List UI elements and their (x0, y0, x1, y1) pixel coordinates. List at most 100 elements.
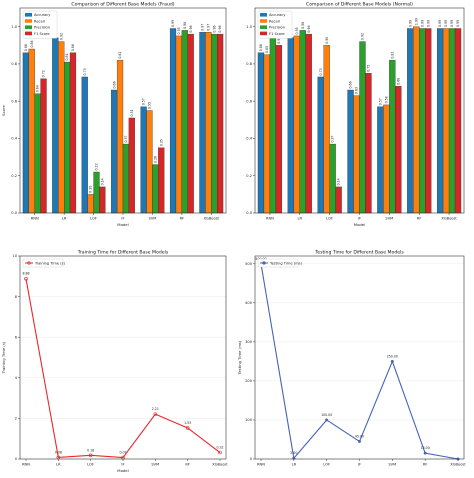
bar-data-label: 0.88 (30, 40, 34, 47)
bar-precision (152, 164, 159, 214)
bar-data-label: 0.95 (295, 27, 299, 34)
bar-data-label: 0.97 (206, 24, 210, 31)
x-tick-label: SVM (385, 217, 393, 221)
y-axis-label: Testing Time (ms) (237, 340, 242, 375)
bar-data-label: 0.99 (420, 20, 424, 27)
bar-data-label: 0.92 (59, 33, 63, 40)
legend-box (22, 258, 64, 268)
bar-data-label: 0.66 (112, 81, 116, 88)
bar-accuracy (169, 28, 177, 214)
bar-data-label: 0.90 (325, 37, 329, 44)
bar-f1-score (217, 33, 224, 214)
bar-data-label: 0.96 (218, 25, 222, 32)
x-tick-label: RF (423, 463, 428, 467)
y-tick-label: 200 (245, 379, 253, 383)
x-tick-label: LOF (87, 463, 94, 467)
bar-data-label: 0.14 (337, 178, 341, 185)
bar-data-label: 0.99 (171, 20, 175, 27)
bar-f1-score (158, 147, 165, 214)
bar-accuracy (407, 28, 414, 214)
legend: Testing Time (ms) (257, 258, 302, 268)
x-tick-label: XGBoost (441, 217, 457, 221)
bar-accuracy (257, 52, 265, 214)
x-tick-label: SVM (151, 463, 159, 467)
legend-marker (27, 261, 31, 265)
bar-data-label: 0.90 (277, 37, 281, 44)
x-tick-label: RNN (266, 217, 274, 221)
x-tick-label: XGBoost (450, 463, 466, 467)
legend-label: Precision (269, 26, 285, 30)
point-data-label: 15.00 (421, 446, 430, 450)
point-data-label: 1.53 (184, 421, 191, 425)
y-tick-label: 0.4 (246, 137, 252, 141)
bar-data-label: 0.99 (426, 20, 430, 27)
bar-f1-score (187, 33, 194, 214)
x-tick-label: RF (185, 463, 190, 467)
bar-f1-score (275, 45, 283, 214)
bar-data-label: 0.99 (450, 20, 454, 27)
y-axis-label: Training Time (s) (1, 341, 6, 374)
bar-data-label: 0.37 (124, 135, 128, 142)
bar-accuracy (81, 76, 88, 214)
bar-data-label: 0.14 (101, 178, 105, 185)
bar-accuracy (377, 106, 384, 214)
y-tick-label: 2 (15, 417, 17, 421)
bar-data-label: 0.57 (379, 98, 383, 105)
x-tick-label: XGBoost (204, 217, 220, 221)
point-data-label: 100.00 (321, 413, 332, 417)
bar-data-label: 0.58 (384, 96, 388, 103)
bar-data-label: 0.22 (95, 163, 99, 170)
point-data-label: 45.00 (355, 434, 364, 438)
point-data-label: 250.00 (387, 354, 398, 358)
point-data-label: 0.08 (55, 450, 62, 454)
y-tick-label: 0.0 (11, 211, 17, 215)
bar-precision (329, 143, 336, 214)
bar-precision (448, 28, 456, 214)
x-tick-label: RNN (257, 463, 265, 467)
legend: Training Time (s) (22, 258, 66, 268)
x-tick-label: RNN (22, 463, 30, 467)
data-point (390, 359, 394, 363)
data-point (423, 451, 427, 455)
bar-f1-score (365, 73, 372, 214)
bar-data-label: 0.75 (367, 65, 371, 72)
bar-data-label: 0.64 (36, 85, 40, 92)
bar-data-label: 0.99 (444, 20, 448, 27)
chart-title: Testing Time for Different Base Models (314, 250, 404, 256)
bar-precision (93, 171, 100, 214)
legend-swatch (25, 25, 32, 29)
x-tick-label: LR (62, 217, 67, 221)
bar-data-label: 0.86 (259, 44, 263, 51)
data-point (185, 426, 190, 430)
bar-accuracy (140, 106, 147, 214)
y-tick-label: 100 (245, 418, 253, 422)
bar-data-label: 0.99 (408, 20, 412, 27)
bar-accuracy (199, 32, 206, 214)
bar-f1-score (40, 78, 47, 214)
y-tick-label: 10 (12, 254, 17, 258)
legend-swatch (25, 13, 32, 17)
y-tick-label: 0 (15, 457, 18, 461)
bar-precision (122, 143, 130, 214)
y-tick-label: 0.8 (246, 62, 252, 66)
bar-data-label: 0.92 (361, 33, 365, 40)
chart-title: Comparison of Different Base Models (Nor… (306, 2, 413, 8)
bar-recall (323, 45, 330, 214)
point-data-label: 0.32 (216, 446, 223, 450)
bar-recall (175, 35, 183, 214)
legend-box (257, 258, 299, 268)
x-tick-label: IF (121, 217, 124, 221)
bar-data-label: 1.00 (414, 18, 418, 25)
x-tick-label: SVM (149, 217, 157, 221)
bar-data-label: 0.26 (153, 156, 157, 163)
bar-recall (293, 35, 300, 214)
y-tick-label: 0 (250, 457, 253, 461)
plot-frame (254, 7, 465, 214)
bar-precision (211, 33, 218, 214)
legend-swatch (260, 31, 267, 36)
chart-3: Training Time for Different Base Models 0… (1, 250, 228, 474)
x-tick-label: LR (292, 463, 297, 467)
bar-data-label: 0.57 (142, 98, 146, 105)
legend-label: F1 Score (34, 32, 50, 36)
x-axis-label: Model (354, 222, 365, 227)
